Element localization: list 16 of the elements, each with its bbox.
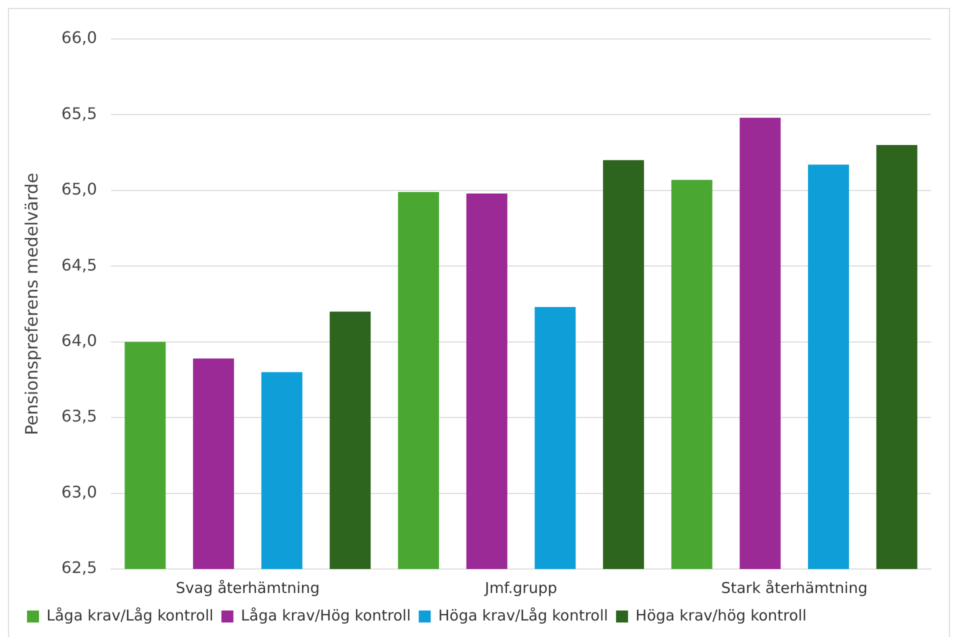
y-tick-label: 66,0 <box>61 28 98 48</box>
y-tick-label: 64,0 <box>61 331 98 350</box>
y-tick-label: 65,0 <box>61 180 98 199</box>
legend-label: Höga krav/Låg kontroll <box>438 606 608 624</box>
legend-label: Höga krav/hög kontroll <box>636 606 807 624</box>
x-tick-label: Svag återhämtning <box>176 578 320 597</box>
legend-label: Låga krav/Låg kontroll <box>46 606 214 624</box>
y-tick-label: 62,5 <box>61 558 98 578</box>
y-tick-label: 63,0 <box>61 482 98 502</box>
y-axis-title: Pensionspreferens medelvärde <box>22 172 43 436</box>
x-tick-label: Stark återhämtning <box>721 578 868 597</box>
y-tick-label: 65,5 <box>61 104 98 123</box>
y-tick-label: 64,5 <box>61 255 98 274</box>
y-tick-label: 63,5 <box>61 406 98 426</box>
legend-label: Låga krav/Hög kontroll <box>240 606 411 624</box>
x-tick-label: Jmf.grupp <box>484 578 558 597</box>
